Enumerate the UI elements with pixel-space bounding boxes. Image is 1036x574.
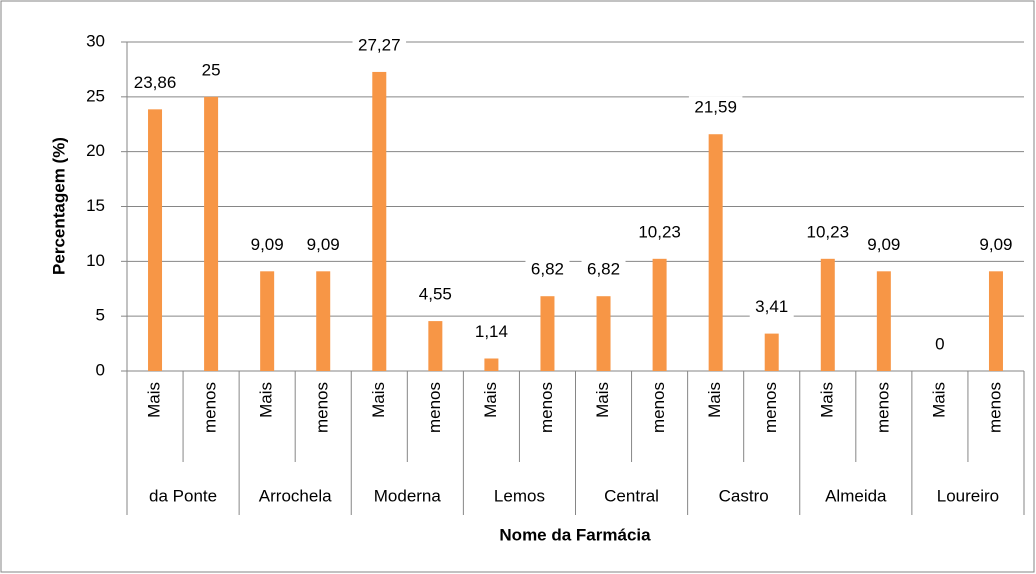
x-tick-label: menos [873, 382, 892, 433]
group-label: Castro [719, 486, 769, 505]
value-label-background [301, 233, 346, 258]
value-label-background [973, 233, 1018, 258]
value-label-background [469, 320, 514, 345]
value-label: 27,27 [358, 35, 401, 54]
x-tick-label: menos [649, 382, 668, 433]
value-label: 1,14 [475, 322, 508, 341]
value-label-background [198, 58, 224, 83]
group-label: Loureiro [937, 486, 999, 505]
value-label: 10,23 [638, 222, 681, 241]
value-label: 21,59 [694, 98, 737, 117]
bar [428, 321, 443, 371]
value-label-background [932, 333, 948, 357]
group-label: Lemos [494, 486, 545, 505]
value-label: 9,09 [251, 235, 284, 254]
value-label-background [688, 96, 743, 121]
x-tick-label: Mais [257, 382, 276, 418]
y-tick-label: 10 [86, 251, 105, 270]
value-label: 9,09 [307, 235, 340, 254]
bar [204, 96, 219, 371]
bar [820, 258, 835, 371]
x-axis-title: Nome da Farmácia [499, 525, 651, 544]
value-label: 9,09 [979, 235, 1012, 254]
y-tick-label: 30 [86, 31, 105, 50]
group-label: da Ponte [149, 486, 217, 505]
x-tick-label: Mais [145, 382, 164, 418]
bar [260, 271, 275, 371]
bar [484, 358, 499, 371]
x-tick-label: Mais [481, 382, 500, 418]
x-tick-label: Mais [369, 382, 388, 418]
value-label-background [581, 258, 626, 283]
bar [708, 134, 723, 371]
y-tick-label: 0 [96, 360, 105, 379]
bar [596, 296, 611, 371]
bar [148, 109, 163, 372]
x-tick-label: Mais [817, 382, 836, 418]
bar [316, 271, 331, 371]
value-label-background [749, 295, 794, 320]
y-axis-title: Percentagem (%) [49, 137, 68, 275]
bar [988, 271, 1003, 371]
x-tick-label: menos [761, 382, 780, 433]
x-tick-label: Mais [929, 382, 948, 418]
value-label: 3,41 [755, 297, 788, 316]
x-tick-label: menos [313, 382, 332, 433]
group-label: Almeida [825, 486, 887, 505]
value-label-background [413, 283, 458, 308]
y-tick-label: 20 [86, 141, 105, 160]
bar [652, 258, 667, 371]
group-label: Moderna [374, 486, 442, 505]
x-tick-label: menos [425, 382, 444, 433]
bar [540, 296, 555, 371]
group-label: Central [604, 486, 659, 505]
value-label-background [632, 220, 687, 245]
bar [764, 333, 779, 371]
value-label: 9,09 [867, 235, 900, 254]
y-tick-label: 5 [96, 306, 105, 325]
x-tick-label: menos [537, 382, 556, 433]
x-tick-label: Mais [705, 382, 724, 418]
y-tick-label: 25 [86, 86, 105, 105]
x-tick-label: Mais [593, 382, 612, 418]
value-label: 23,86 [134, 73, 177, 92]
value-label: 4,55 [419, 285, 452, 304]
value-label-background [128, 71, 182, 96]
value-label: 0 [935, 334, 944, 353]
x-tick-label: menos [201, 382, 220, 433]
value-label: 10,23 [807, 222, 850, 241]
value-label-background [861, 233, 906, 258]
bar [876, 271, 891, 371]
x-tick-label: menos [985, 382, 1004, 433]
value-label: 6,82 [587, 260, 620, 279]
value-label: 25 [202, 60, 221, 79]
value-label-background [245, 233, 290, 258]
group-label: Arrochela [259, 486, 332, 505]
value-label-background [801, 220, 855, 245]
y-tick-label: 15 [86, 196, 105, 215]
value-label-background [352, 33, 407, 58]
value-label-background [525, 258, 570, 283]
bar [372, 71, 387, 372]
value-label: 6,82 [531, 260, 564, 279]
